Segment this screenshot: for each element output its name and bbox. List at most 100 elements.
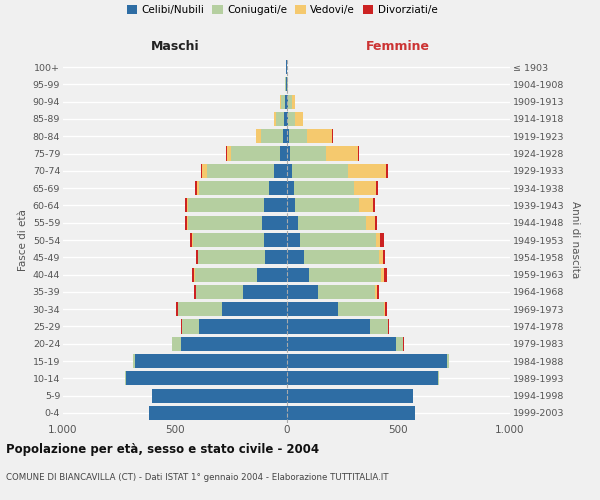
Bar [287, 94, 292, 108]
Bar [152, 388, 287, 403]
Bar [358, 146, 359, 160]
Bar [448, 354, 449, 368]
Bar [287, 181, 295, 195]
Bar [287, 268, 309, 281]
Bar [287, 388, 413, 403]
Bar [338, 302, 385, 316]
Y-axis label: Anni di nascita: Anni di nascita [570, 202, 580, 278]
Bar [181, 336, 287, 351]
Text: Femmine: Femmine [366, 40, 430, 53]
Bar [396, 336, 403, 351]
Bar [287, 372, 439, 386]
Bar [133, 354, 134, 368]
Bar [287, 146, 290, 160]
Bar [295, 181, 353, 195]
Bar [221, 302, 287, 316]
Bar [187, 216, 188, 230]
Bar [196, 181, 197, 195]
Bar [359, 198, 373, 212]
Bar [264, 233, 287, 247]
Text: Popolazione per età, sesso e stato civile - 2004: Popolazione per età, sesso e stato civil… [6, 442, 319, 456]
Bar [185, 198, 187, 212]
Bar [385, 302, 387, 316]
Bar [281, 94, 285, 108]
Bar [348, 164, 386, 178]
Bar [326, 146, 358, 160]
Bar [373, 198, 375, 212]
Bar [265, 250, 287, 264]
Bar [287, 285, 318, 299]
Bar [261, 129, 283, 144]
Bar [284, 112, 287, 126]
Bar [192, 233, 193, 247]
Bar [227, 146, 230, 160]
Bar [285, 94, 287, 108]
Text: Maschi: Maschi [151, 40, 199, 53]
Bar [257, 268, 287, 281]
Bar [198, 250, 265, 264]
Bar [287, 233, 300, 247]
Bar [295, 198, 359, 212]
Bar [192, 268, 194, 281]
Bar [274, 164, 287, 178]
Bar [134, 354, 287, 368]
Bar [188, 198, 264, 212]
Bar [178, 302, 221, 316]
Bar [298, 216, 366, 230]
Bar [384, 268, 387, 281]
Bar [243, 285, 287, 299]
Bar [300, 233, 376, 247]
Bar [226, 146, 227, 160]
Bar [283, 129, 287, 144]
Bar [353, 181, 376, 195]
Bar [375, 216, 377, 230]
Bar [176, 302, 178, 316]
Bar [382, 268, 384, 281]
Bar [125, 372, 287, 386]
Bar [280, 146, 287, 160]
Legend: Celibi/Nubili, Coniugati/e, Vedovi/e, Divorziati/e: Celibi/Nubili, Coniugati/e, Vedovi/e, Di… [127, 5, 437, 15]
Bar [274, 112, 277, 126]
Bar [288, 112, 295, 126]
Bar [388, 320, 389, 334]
Bar [287, 198, 295, 212]
Bar [380, 233, 384, 247]
Bar [376, 285, 377, 299]
Bar [207, 164, 274, 178]
Text: COMUNE DI BIANCAVILLA (CT) - Dati ISTAT 1° gennaio 2004 - Elaborazione TUTTITALI: COMUNE DI BIANCAVILLA (CT) - Dati ISTAT … [6, 472, 389, 482]
Bar [194, 285, 196, 299]
Bar [379, 250, 383, 264]
Bar [262, 216, 287, 230]
Bar [307, 129, 332, 144]
Bar [188, 216, 262, 230]
Bar [264, 198, 287, 212]
Bar [309, 268, 382, 281]
Bar [193, 233, 264, 247]
Bar [181, 320, 182, 334]
Bar [287, 129, 289, 144]
Bar [197, 181, 199, 195]
Bar [190, 233, 192, 247]
Bar [287, 354, 448, 368]
Bar [201, 164, 202, 178]
Bar [292, 164, 348, 178]
Bar [287, 336, 396, 351]
Bar [172, 336, 181, 351]
Bar [376, 181, 377, 195]
Bar [196, 285, 243, 299]
Bar [287, 164, 292, 178]
Bar [287, 216, 298, 230]
Bar [195, 268, 257, 281]
Bar [149, 406, 287, 420]
Bar [383, 250, 385, 264]
Bar [318, 285, 376, 299]
Bar [256, 129, 261, 144]
Bar [202, 164, 207, 178]
Bar [277, 112, 284, 126]
Bar [199, 181, 269, 195]
Bar [287, 320, 370, 334]
Bar [185, 216, 187, 230]
Bar [280, 94, 281, 108]
Bar [187, 198, 188, 212]
Bar [377, 285, 379, 299]
